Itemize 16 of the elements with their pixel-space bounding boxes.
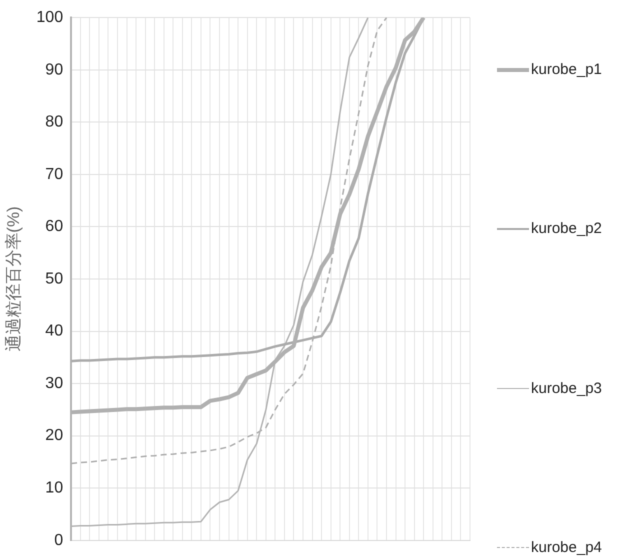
y-tick-label: 90 <box>45 61 64 78</box>
legend-label: kurobe_p4 <box>531 539 602 556</box>
legend-label: kurobe_p3 <box>531 380 602 397</box>
y-tick-label: 80 <box>45 114 64 131</box>
y-tick-label: 70 <box>45 166 64 183</box>
y-tick-label: 20 <box>45 427 64 444</box>
legend-label: kurobe_p2 <box>531 220 602 238</box>
y-tick-label: 100 <box>36 9 64 26</box>
y-axis-title: 通過粒径百分率(%) <box>4 206 23 352</box>
legend-label: kurobe_p1 <box>531 61 602 78</box>
y-tick-label: 10 <box>45 480 64 497</box>
y-tick-label: 50 <box>45 270 64 288</box>
y-tick-label: 0 <box>54 532 64 549</box>
y-tick-label: 30 <box>45 374 64 392</box>
y-tick-label: 60 <box>45 218 64 236</box>
y-tick-label: 40 <box>45 322 64 340</box>
